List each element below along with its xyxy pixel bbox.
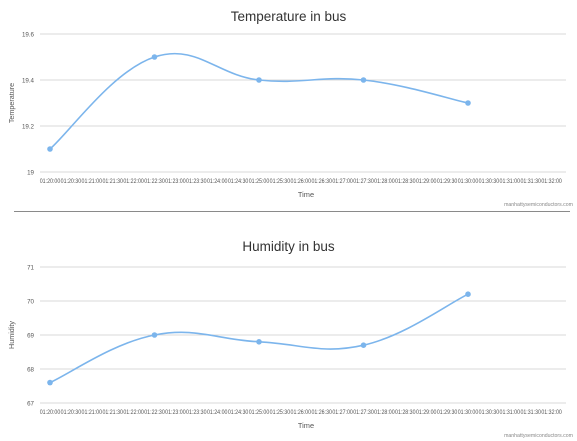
x-tick-label: 01:20:00 — [40, 178, 61, 185]
x-tick-label: 01:31:30 — [520, 178, 541, 185]
x-tick-label: 01:31:00 — [500, 178, 521, 185]
temperature-chart-panel: Temperature in bus 19 19.2 19.4 19.6 01:20:00… — [0, 0, 577, 212]
data-point[interactable] — [256, 77, 262, 83]
y-axis-label: Humidity — [7, 321, 16, 349]
x-tick-label: 01:31:00 — [500, 409, 521, 416]
x-tick-label: 01:21:30 — [102, 178, 123, 185]
y-tick-label: 67 — [27, 401, 34, 408]
x-tick-label: 01:25:30 — [270, 178, 291, 185]
data-point[interactable] — [47, 146, 53, 152]
x-tick-label: 01:30:00 — [458, 178, 479, 185]
x-tick-label: 01:28:30 — [395, 178, 416, 185]
humidity-chart: Humidity in bus 67 68 69 70 71 01:20:00 01:20:3… — [7, 239, 573, 439]
chart-credit-link[interactable]: manhattysemiconductors.com — [504, 433, 573, 439]
x-tick-label: 01:26:00 — [291, 409, 312, 416]
x-tick-label: 01:23:00 — [165, 409, 186, 416]
y-tick-label: 19.4 — [22, 78, 35, 85]
x-tick-label: 01:29:00 — [416, 409, 437, 416]
x-tick-label: 01:29:30 — [437, 178, 458, 185]
y-tick-label: 19.6 — [22, 32, 35, 39]
y-tick-label: 70 — [27, 299, 34, 306]
y-tick-label: 19.2 — [22, 124, 35, 131]
x-tick-label: 01:29:30 — [437, 409, 458, 416]
x-tick-label: 01:21:00 — [82, 409, 103, 416]
x-tick-label: 01:28:00 — [374, 178, 395, 185]
x-tick-label: 01:22:00 — [123, 178, 144, 185]
y-tick-label: 71 — [27, 265, 34, 272]
x-tick-label: 01:25:00 — [249, 178, 270, 185]
y-tick-label: 19 — [27, 170, 34, 177]
data-point[interactable] — [151, 332, 158, 338]
data-point[interactable] — [360, 77, 367, 83]
x-tick-label: 01:27:00 — [332, 178, 353, 185]
x-tick-label: 01:32:00 — [541, 178, 562, 185]
x-tick-label: 01:28:00 — [374, 409, 395, 416]
data-point[interactable] — [151, 54, 158, 60]
x-tick-label: 01:25:00 — [249, 409, 270, 416]
chart-title: Humidity in bus — [242, 239, 335, 254]
x-axis-label: Time — [298, 421, 314, 430]
data-point[interactable] — [465, 291, 471, 297]
x-tick-label: 01:30:00 — [458, 409, 479, 416]
x-tick-label: 01:22:30 — [144, 409, 165, 416]
x-tick-label: 01:26:30 — [311, 409, 332, 416]
x-tick-label: 01:24:00 — [207, 178, 228, 185]
x-tick-label: 01:31:30 — [520, 409, 541, 416]
x-tick-label: 01:32:00 — [541, 409, 562, 416]
x-tick-label: 01:28:30 — [395, 409, 416, 416]
x-tick-label: 01:26:30 — [311, 178, 332, 185]
data-point[interactable] — [360, 342, 367, 348]
data-point[interactable] — [256, 339, 262, 345]
x-tick-label: 01:27:30 — [353, 409, 374, 416]
x-tick-label: 01:22:00 — [123, 409, 144, 416]
x-tick-label: 01:23:30 — [186, 409, 207, 416]
x-tick-label: 01:20:00 — [40, 409, 61, 416]
x-tick-label: 01:23:30 — [186, 178, 207, 185]
y-axis-label: Temperature — [7, 83, 16, 123]
y-tick-label: 69 — [27, 333, 34, 340]
x-tick-label: 01:20:30 — [61, 178, 82, 185]
x-tick-label: 01:25:30 — [270, 409, 291, 416]
data-point[interactable] — [465, 100, 471, 106]
x-tick-label: 01:21:00 — [82, 178, 103, 185]
y-tick-label: 68 — [27, 367, 34, 374]
x-tick-label: 01:29:00 — [416, 178, 437, 185]
x-tick-label: 01:30:30 — [479, 178, 500, 185]
chart-title: Temperature in bus — [231, 9, 347, 24]
x-tick-label: 01:30:30 — [479, 409, 500, 416]
chart-credit-link[interactable]: manhattysemiconductors.com — [504, 202, 573, 208]
x-tick-label: 01:26:00 — [291, 178, 312, 185]
x-tick-label: 01:21:30 — [102, 409, 123, 416]
x-tick-label: 01:23:00 — [165, 178, 186, 185]
x-tick-label: 01:22:30 — [144, 178, 165, 185]
panel-divider — [14, 211, 570, 212]
x-tick-label: 01:27:00 — [332, 409, 353, 416]
temperature-chart: Temperature in bus 19 19.2 19.4 19.6 01:20:00… — [7, 9, 573, 208]
x-tick-label: 01:24:30 — [228, 409, 249, 416]
x-axis-label: Time — [298, 190, 314, 199]
x-tick-label: 01:20:30 — [61, 409, 82, 416]
humidity-chart-panel: Humidity in bus 67 68 69 70 71 01:20:00 01:20:3… — [0, 214, 577, 441]
data-point[interactable] — [47, 379, 53, 386]
x-tick-label: 01:24:30 — [228, 178, 249, 185]
x-tick-label: 01:27:30 — [353, 178, 374, 185]
x-tick-label: 01:24:00 — [207, 409, 228, 416]
series-line — [49, 52, 469, 150]
